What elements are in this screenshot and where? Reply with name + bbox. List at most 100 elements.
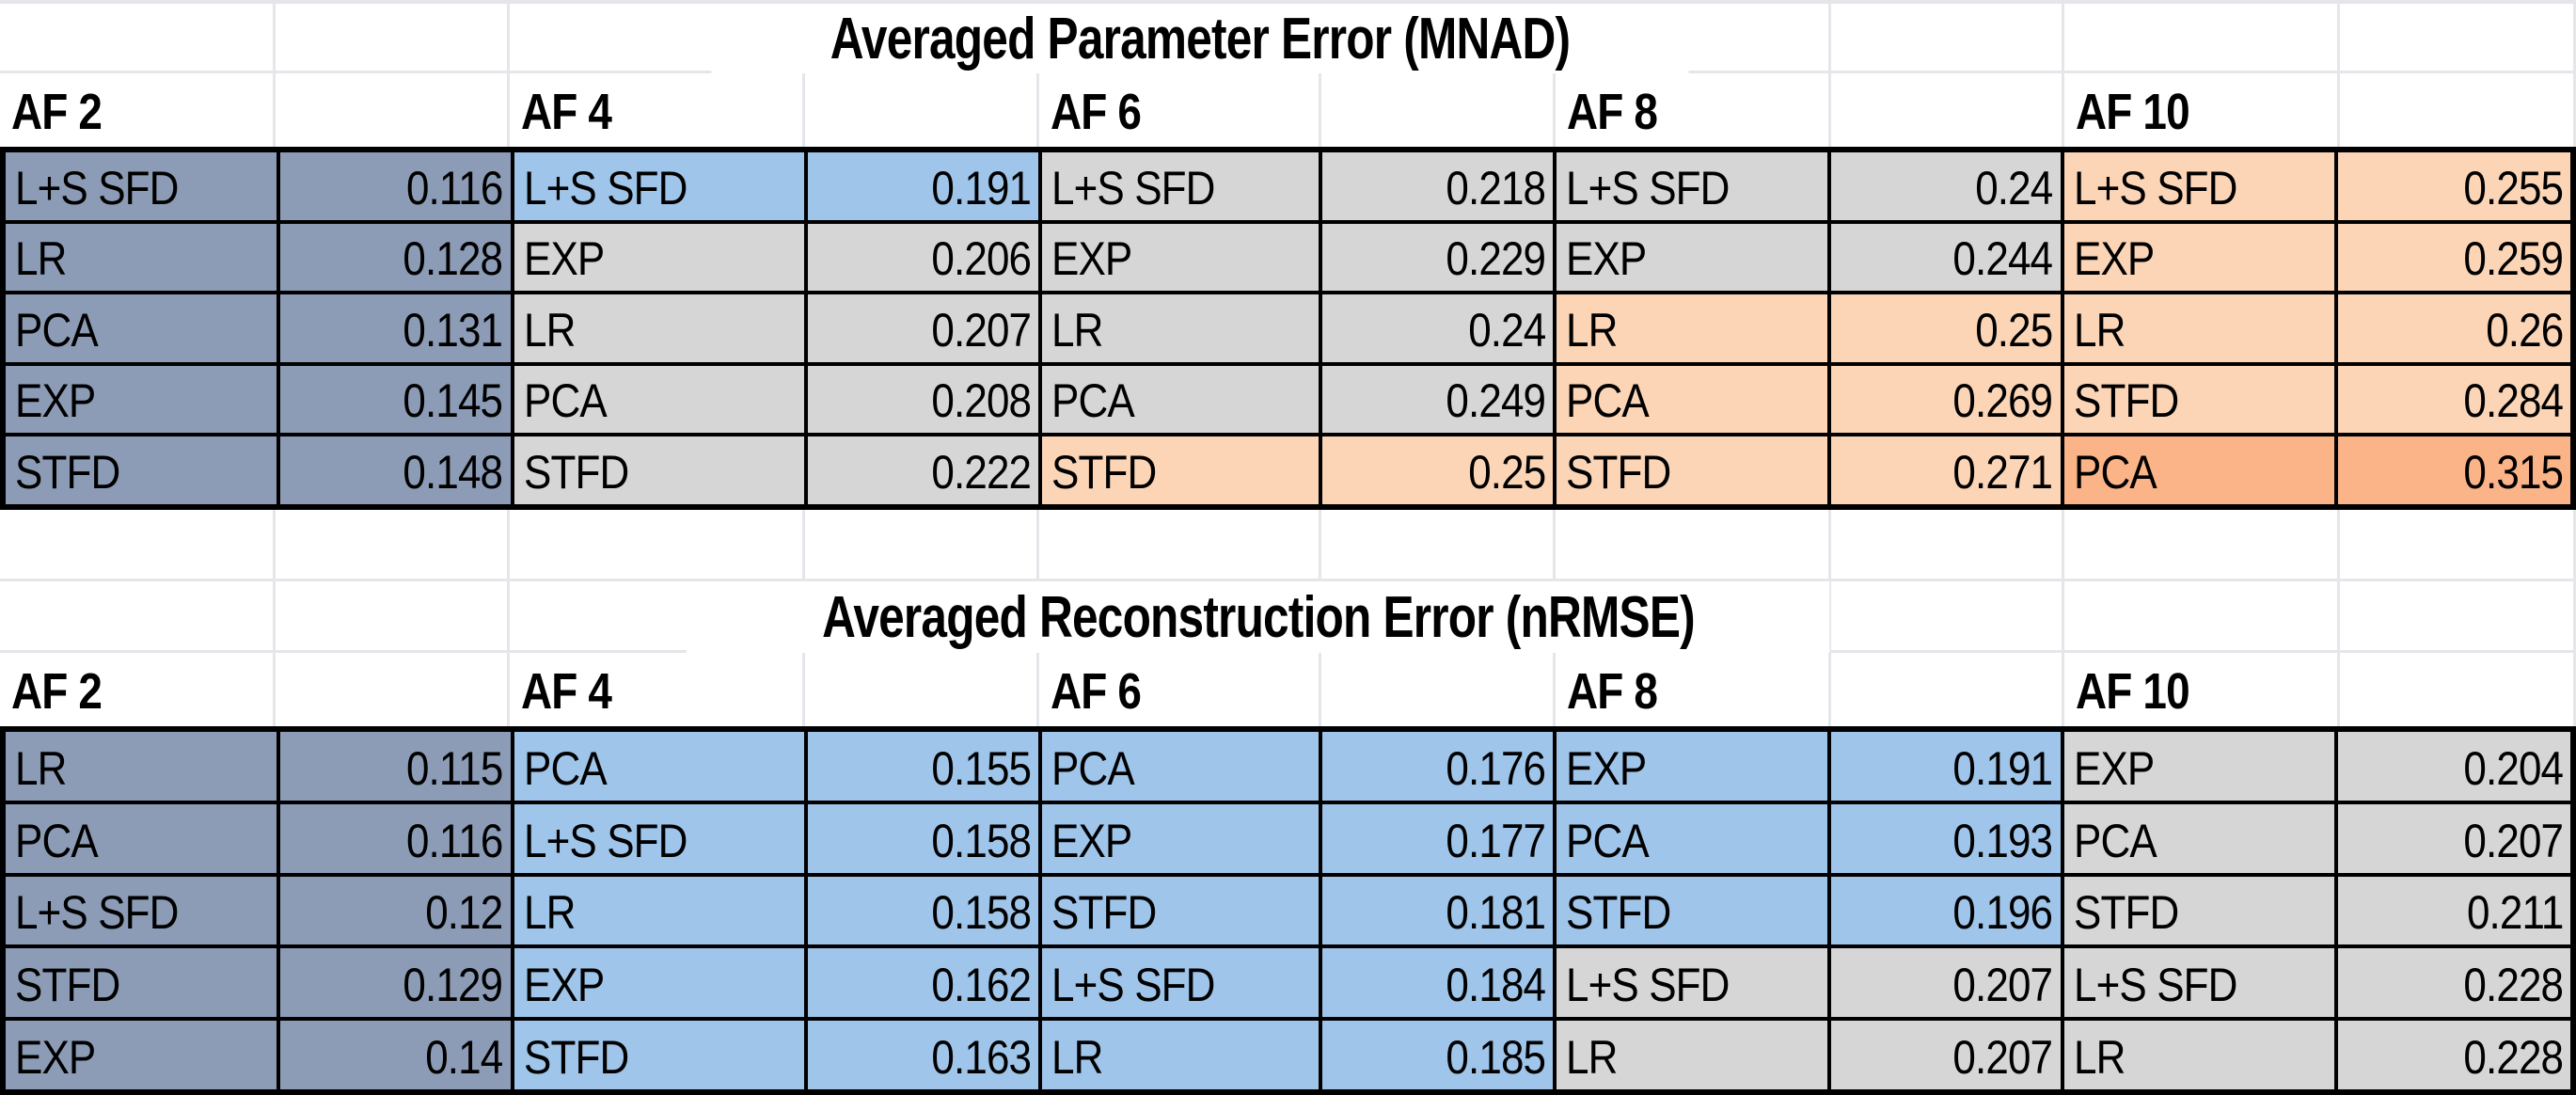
method-cell[interactable]: PCA xyxy=(1041,365,1320,434)
method-cell[interactable]: STFD xyxy=(1041,876,1320,945)
value-cell[interactable]: 0.185 xyxy=(1322,1021,1553,1089)
value-cell[interactable]: 0.129 xyxy=(279,948,511,1018)
value-cell[interactable]: 0.269 xyxy=(1830,365,2061,434)
value-cell[interactable]: 0.193 xyxy=(1830,803,2061,873)
method-cell[interactable]: PCA xyxy=(1557,803,1827,873)
table2-header-af8[interactable]: AF 8 xyxy=(1556,653,1831,726)
value-cell[interactable]: 0.162 xyxy=(807,948,1038,1018)
table2-title-cell[interactable]: Averaged Reconstruction Error (nRMSE) xyxy=(686,581,1830,653)
value-cell[interactable]: 0.207 xyxy=(1830,1021,2061,1089)
method-cell[interactable]: STFD xyxy=(514,1021,804,1089)
value-cell[interactable]: 0.207 xyxy=(807,294,1038,362)
table1-header-af6[interactable]: AF 6 xyxy=(1039,73,1321,147)
method-cell[interactable]: L+S SFD xyxy=(514,152,804,220)
method-cell[interactable]: STFD xyxy=(2063,876,2335,945)
value-cell[interactable]: 0.128 xyxy=(279,223,511,292)
value-cell[interactable]: 0.207 xyxy=(2338,803,2570,873)
value-cell[interactable]: 0.131 xyxy=(279,294,511,362)
value-cell[interactable]: 0.208 xyxy=(807,365,1038,434)
method-cell[interactable]: PCA xyxy=(514,732,804,801)
value-cell[interactable]: 0.204 xyxy=(2338,732,2570,801)
value-cell[interactable]: 0.184 xyxy=(1322,948,1553,1018)
method-cell[interactable]: EXP xyxy=(1557,732,1827,801)
method-cell[interactable]: LR xyxy=(1557,294,1827,362)
method-cell[interactable]: PCA xyxy=(1557,365,1827,434)
method-cell[interactable]: EXP xyxy=(2063,732,2335,801)
method-cell[interactable]: LR xyxy=(514,876,804,945)
method-cell[interactable]: STFD xyxy=(1557,436,1827,504)
value-cell[interactable]: 0.284 xyxy=(2338,365,2570,434)
value-cell[interactable]: 0.191 xyxy=(807,152,1038,220)
value-cell[interactable]: 0.163 xyxy=(807,1021,1038,1089)
value-cell[interactable]: 0.116 xyxy=(279,152,511,220)
value-cell[interactable]: 0.148 xyxy=(279,436,511,504)
value-cell[interactable]: 0.259 xyxy=(2338,223,2570,292)
value-cell[interactable]: 0.24 xyxy=(1322,294,1553,362)
value-cell[interactable]: 0.14 xyxy=(279,1021,511,1089)
method-cell[interactable]: EXP xyxy=(1041,223,1320,292)
value-cell[interactable]: 0.158 xyxy=(807,876,1038,945)
method-cell[interactable]: L+S SFD xyxy=(2063,948,2335,1018)
value-cell[interactable]: 0.12 xyxy=(279,876,511,945)
method-cell[interactable]: LR xyxy=(2063,294,2335,362)
value-cell[interactable]: 0.196 xyxy=(1830,876,2061,945)
value-cell[interactable]: 0.315 xyxy=(2338,436,2570,504)
method-cell[interactable]: EXP xyxy=(1557,223,1827,292)
table2-header-af6[interactable]: AF 6 xyxy=(1039,653,1321,726)
method-cell[interactable]: L+S SFD xyxy=(1041,948,1320,1018)
method-cell[interactable]: L+S SFD xyxy=(514,803,804,873)
value-cell[interactable]: 0.211 xyxy=(2338,876,2570,945)
method-cell[interactable]: STFD xyxy=(1557,876,1827,945)
method-cell[interactable]: EXP xyxy=(6,365,277,434)
value-cell[interactable]: 0.115 xyxy=(279,732,511,801)
value-cell[interactable]: 0.25 xyxy=(1322,436,1553,504)
table1-header-af10[interactable]: AF 10 xyxy=(2064,73,2340,147)
value-cell[interactable]: 0.255 xyxy=(2338,152,2570,220)
method-cell[interactable]: LR xyxy=(1041,1021,1320,1089)
value-cell[interactable]: 0.218 xyxy=(1322,152,1553,220)
value-cell[interactable]: 0.229 xyxy=(1322,223,1553,292)
method-cell[interactable]: STFD xyxy=(514,436,804,504)
value-cell[interactable]: 0.249 xyxy=(1322,365,1553,434)
method-cell[interactable]: LR xyxy=(1557,1021,1827,1089)
value-cell[interactable]: 0.222 xyxy=(807,436,1038,504)
method-cell[interactable]: L+S SFD xyxy=(6,152,277,220)
method-cell[interactable]: L+S SFD xyxy=(2063,152,2335,220)
value-cell[interactable]: 0.176 xyxy=(1322,732,1553,801)
method-cell[interactable]: L+S SFD xyxy=(6,876,277,945)
value-cell[interactable]: 0.158 xyxy=(807,803,1038,873)
method-cell[interactable]: PCA xyxy=(6,294,277,362)
method-cell[interactable]: EXP xyxy=(6,1021,277,1089)
method-cell[interactable]: STFD xyxy=(6,948,277,1018)
method-cell[interactable]: EXP xyxy=(514,948,804,1018)
value-cell[interactable]: 0.145 xyxy=(279,365,511,434)
value-cell[interactable]: 0.24 xyxy=(1830,152,2061,220)
method-cell[interactable]: LR xyxy=(6,223,277,292)
value-cell[interactable]: 0.181 xyxy=(1322,876,1553,945)
method-cell[interactable]: EXP xyxy=(514,223,804,292)
value-cell[interactable]: 0.26 xyxy=(2338,294,2570,362)
value-cell[interactable]: 0.177 xyxy=(1322,803,1553,873)
method-cell[interactable]: EXP xyxy=(2063,223,2335,292)
method-cell[interactable]: LR xyxy=(2063,1021,2335,1089)
method-cell[interactable]: LR xyxy=(6,732,277,801)
table1-title-cell[interactable]: Averaged Parameter Error (MNAD) xyxy=(710,4,1689,73)
method-cell[interactable]: EXP xyxy=(1041,803,1320,873)
value-cell[interactable]: 0.206 xyxy=(807,223,1038,292)
method-cell[interactable]: LR xyxy=(1041,294,1320,362)
method-cell[interactable]: L+S SFD xyxy=(1041,152,1320,220)
value-cell[interactable]: 0.271 xyxy=(1830,436,2061,504)
method-cell[interactable]: STFD xyxy=(6,436,277,504)
value-cell[interactable]: 0.191 xyxy=(1830,732,2061,801)
method-cell[interactable]: PCA xyxy=(2063,803,2335,873)
table2-header-af2[interactable]: AF 2 xyxy=(0,653,276,726)
table2-header-af4[interactable]: AF 4 xyxy=(510,653,805,726)
method-cell[interactable]: PCA xyxy=(1041,732,1320,801)
method-cell[interactable]: STFD xyxy=(2063,365,2335,434)
table1-header-af8[interactable]: AF 8 xyxy=(1556,73,1831,147)
method-cell[interactable]: PCA xyxy=(2063,436,2335,504)
method-cell[interactable]: L+S SFD xyxy=(1557,948,1827,1018)
method-cell[interactable]: L+S SFD xyxy=(1557,152,1827,220)
value-cell[interactable]: 0.228 xyxy=(2338,1021,2570,1089)
value-cell[interactable]: 0.244 xyxy=(1830,223,2061,292)
